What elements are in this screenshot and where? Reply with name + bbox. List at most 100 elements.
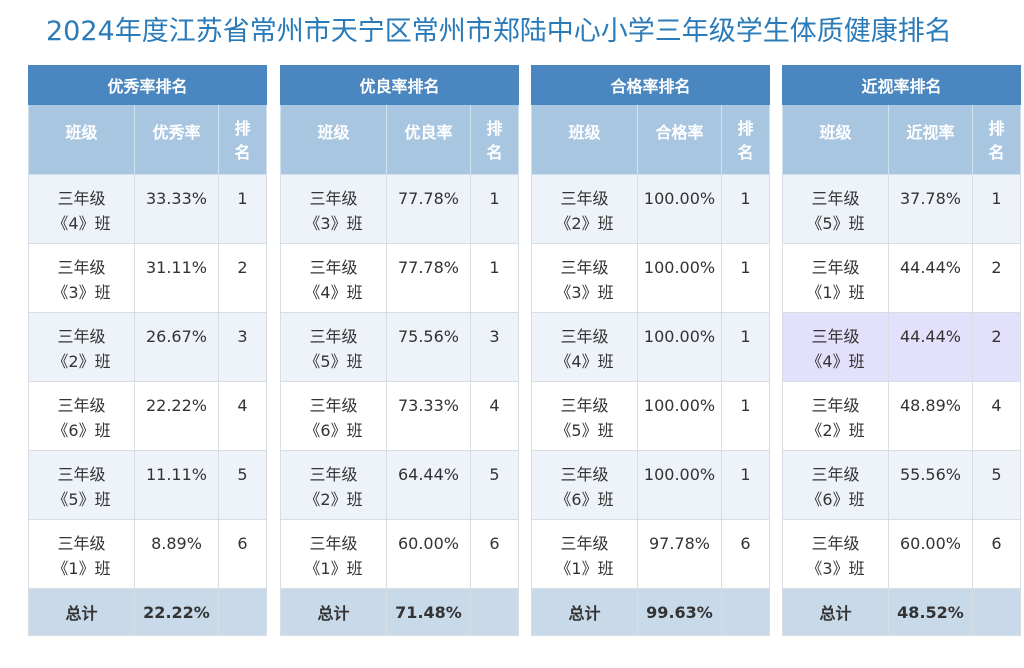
total-row: 总计 48.52%	[782, 588, 1021, 636]
table-row: 三年级 《3》班 60.00% 6	[782, 519, 1021, 589]
rate-cell: 26.67%	[134, 312, 219, 382]
rank-cell: 1	[721, 381, 770, 451]
class-grade: 三年级	[57, 327, 106, 346]
class-grade: 三年级	[309, 327, 358, 346]
rank-cell: 4	[218, 381, 267, 451]
excellent-rate-table: 优秀率排名 班级 优秀率 排名 三年级 《4》班 33.33% 1 三年级 《3》班 31.11% 2…	[28, 65, 267, 636]
class-cell: 三年级 《1》班	[28, 519, 135, 589]
class-grade: 三年级	[57, 465, 106, 484]
column-header-rank: 排名	[470, 104, 519, 175]
total-rank-empty	[721, 588, 770, 636]
table-row: 三年级 《4》班 100.00% 1	[531, 312, 770, 382]
class-grade: 三年级	[560, 465, 609, 484]
class-number: 《4》班	[304, 283, 363, 302]
total-rate: 99.63%	[637, 588, 722, 636]
column-header-class: 班级	[280, 104, 387, 175]
rank-cell: 3	[218, 312, 267, 382]
class-grade: 三年级	[309, 396, 358, 415]
class-cell: 三年级 《4》班	[782, 312, 889, 382]
class-number: 《4》班	[806, 352, 865, 371]
total-row: 总计 22.22%	[28, 588, 267, 636]
rate-cell: 100.00%	[637, 174, 722, 244]
table-row: 三年级 《4》班 44.44% 2	[782, 312, 1021, 382]
column-header-rank: 排名	[218, 104, 267, 175]
panel-title: 优良率排名	[280, 65, 519, 105]
pass-rate-table: 合格率排名 班级 合格率 排名 三年级 《2》班 100.00% 1 三年级 《3》班 100.00…	[531, 65, 770, 636]
column-header-class: 班级	[531, 104, 638, 175]
class-number: 《1》班	[806, 283, 865, 302]
table-row: 三年级 《6》班 73.33% 4	[280, 381, 519, 451]
class-cell: 三年级 《3》班	[782, 519, 889, 589]
table-row: 三年级 《3》班 31.11% 2	[28, 243, 267, 313]
rate-cell: 22.22%	[134, 381, 219, 451]
class-cell: 三年级 《3》班	[280, 174, 387, 244]
table-row: 三年级 《2》班 26.67% 3	[28, 312, 267, 382]
class-number: 《1》班	[304, 559, 363, 578]
table-row: 三年级 《1》班 97.78% 6	[531, 519, 770, 589]
total-label: 总计	[782, 588, 889, 636]
total-label: 总计	[280, 588, 387, 636]
table-row: 三年级 《6》班 22.22% 4	[28, 381, 267, 451]
rate-cell: 60.00%	[386, 519, 471, 589]
rank-cell: 4	[972, 381, 1021, 451]
rank-cell: 6	[470, 519, 519, 589]
class-number: 《2》班	[555, 214, 614, 233]
good-rate-table: 优良率排名 班级 优良率 排名 三年级 《3》班 77.78% 1 三年级 《4》班 77.78% 1…	[280, 65, 519, 636]
panel-title: 合格率排名	[531, 65, 770, 105]
rank-cell: 2	[972, 312, 1021, 382]
class-number: 《2》班	[52, 352, 111, 371]
table-row: 三年级 《3》班 77.78% 1	[280, 174, 519, 244]
class-grade: 三年级	[560, 258, 609, 277]
class-cell: 三年级《3》班	[531, 243, 638, 313]
table-row: 三年级 《5》班 75.56% 3	[280, 312, 519, 382]
rate-cell: 48.89%	[888, 381, 973, 451]
class-grade: 三年级	[560, 534, 609, 553]
table-row: 三年级 《4》班 33.33% 1	[28, 174, 267, 244]
class-number: 《6》班	[304, 421, 363, 440]
rate-cell: 75.56%	[386, 312, 471, 382]
class-cell: 三年级《2》班	[28, 312, 135, 382]
class-number: 《6》班	[555, 490, 614, 509]
rank-cell: 6	[721, 519, 770, 589]
rank-cell: 1	[470, 243, 519, 313]
table-row: 三年级 《5》班 37.78% 1	[782, 174, 1021, 244]
rate-cell: 11.11%	[134, 450, 219, 520]
table-row: 三年级 《2》班 100.00% 1	[531, 174, 770, 244]
class-cell: 三年级 《4》班	[531, 312, 638, 382]
class-number: 《2》班	[304, 490, 363, 509]
rank-cell: 1	[218, 174, 267, 244]
column-header-rate: 合格率	[637, 104, 722, 175]
class-cell: 三年级《5》班	[280, 312, 387, 382]
class-grade: 三年级	[811, 189, 860, 208]
class-number: 《3》班	[555, 283, 614, 302]
class-number: 《3》班	[304, 214, 363, 233]
table-row: 三年级 《5》班 100.00% 1	[531, 381, 770, 451]
rate-cell: 37.78%	[888, 174, 973, 244]
total-row: 总计 99.63%	[531, 588, 770, 636]
rank-cell: 2	[218, 243, 267, 313]
class-cell: 三年级 《6》班	[782, 450, 889, 520]
rate-cell: 100.00%	[637, 312, 722, 382]
total-row: 总计 71.48%	[280, 588, 519, 636]
rate-cell: 77.78%	[386, 174, 471, 244]
class-grade: 三年级	[811, 534, 860, 553]
class-cell: 三年级 《6》班	[28, 381, 135, 451]
rank-cell: 5	[470, 450, 519, 520]
rate-cell: 100.00%	[637, 381, 722, 451]
table-row: 三年级 《2》班 64.44% 5	[280, 450, 519, 520]
column-header-rate: 近视率	[888, 104, 973, 175]
rank-cell: 1	[972, 174, 1021, 244]
class-cell: 三年级 《5》班	[28, 450, 135, 520]
column-header-rank: 排名	[721, 104, 770, 175]
class-number: 《5》班	[304, 352, 363, 371]
total-rank-empty	[972, 588, 1021, 636]
class-number: 《1》班	[52, 559, 111, 578]
class-grade: 三年级	[811, 465, 860, 484]
table-row: 三年级 《6》班 55.56% 5	[782, 450, 1021, 520]
rank-cell: 3	[470, 312, 519, 382]
class-number: 《5》班	[555, 421, 614, 440]
page-title: 2024年度江苏省常州市天宁区常州市郑陆中心小学三年级学生体质健康排名	[46, 16, 952, 47]
column-header-rate: 优秀率	[134, 104, 219, 175]
class-grade: 三年级	[57, 189, 106, 208]
class-cell: 三年级 《2》班	[782, 381, 889, 451]
